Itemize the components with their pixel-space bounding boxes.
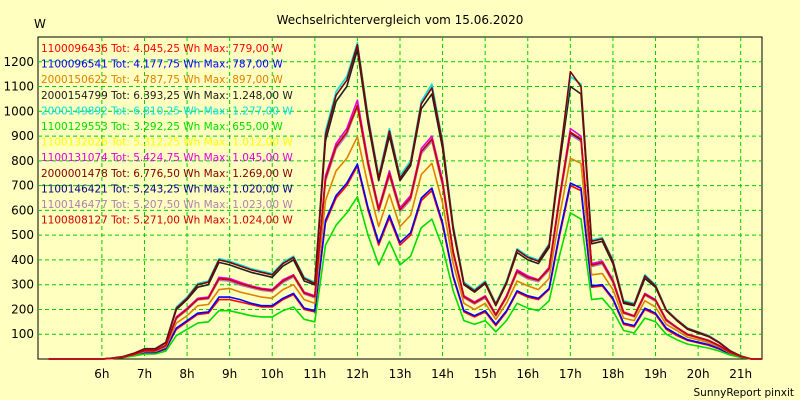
- x-tick-label-13: 19h: [644, 367, 667, 381]
- legend-entry-7: 1100131074 Tot: 5.424,75 Wh Max: 1.045,0…: [41, 152, 293, 164]
- x-tick-label-0: 6h: [94, 367, 109, 381]
- x-tick-label-5: 11h: [303, 367, 326, 381]
- x-tick-label-3: 9h: [222, 367, 237, 381]
- y-tick-label-0: 100: [11, 327, 34, 341]
- x-axis-ticks: 6h 7h 8h 9h 10h 11h 12h 13h 14h 15h 16h 17h 18h 19h 20…: [94, 367, 752, 381]
- y-tick-label-6: 700: [11, 179, 34, 193]
- legend-entry-10: 1100146477 Tot: 5.207,50 Wh Max: 1.023,0…: [41, 199, 293, 211]
- y-tick-label-7: 800: [11, 154, 34, 168]
- legend: 1100096436 Tot: 4.045,25 Wh Max: 779,00 …: [41, 43, 293, 227]
- series-line-11: [48, 104, 762, 360]
- legend-entry-1: 1100096541 Tot: 4.177,75 Wh Max: 787,00 …: [41, 59, 283, 71]
- y-tick-label-11: 1200: [3, 55, 34, 69]
- legend-entry-11: 1100808127 Tot: 5.271,00 Wh Max: 1.024,0…: [41, 215, 293, 227]
- series-line-5: [48, 196, 762, 360]
- legend-entry-0: 1100096436 Tot: 4.045,25 Wh Max: 779,00 …: [41, 43, 283, 55]
- footer-credit: SunnyReport pinxit: [694, 387, 794, 399]
- y-tick-label-1: 200: [11, 302, 34, 316]
- series-line-1: [48, 163, 762, 360]
- x-tick-label-4: 10h: [261, 367, 284, 381]
- x-tick-label-10: 16h: [516, 367, 539, 381]
- grid: [38, 37, 762, 359]
- legend-entry-8: 2000001478 Tot: 6.776,50 Wh Max: 1.269,0…: [41, 168, 293, 180]
- y-tick-label-3: 400: [11, 253, 34, 267]
- series-lines: [48, 41, 762, 360]
- x-tick-label-7: 13h: [389, 367, 412, 381]
- x-tick-label-6: 12h: [346, 367, 369, 381]
- legend-entry-4: 2000149892 Tot: 6.810,25 Wh Max: 1.277,0…: [41, 105, 293, 117]
- legend-entry-2: 2000150622 Tot: 4.787,75 Wh Max: 897,00 …: [41, 74, 283, 86]
- y-tick-label-9: 1000: [3, 104, 34, 118]
- x-tick-label-11: 17h: [559, 367, 582, 381]
- y-tick-label-5: 600: [11, 203, 34, 217]
- y-axis-unit: W: [34, 17, 46, 31]
- y-tick-label-10: 1100: [3, 80, 34, 94]
- legend-entry-3: 2000154799 Tot: 6.393,25 Wh Max: 1.248,0…: [41, 90, 293, 102]
- chart-title: Wechselrichtervergleich vom 15.06.2020: [277, 13, 524, 27]
- y-tick-label-8: 900: [11, 129, 34, 143]
- legend-entry-5: 1100129553 Tot: 3.292,25 Wh Max: 655,00 …: [41, 121, 283, 133]
- x-tick-label-15: 21h: [729, 367, 752, 381]
- x-tick-label-14: 20h: [687, 367, 710, 381]
- x-tick-label-12: 18h: [602, 367, 625, 381]
- x-tick-label-9: 15h: [474, 367, 497, 381]
- x-tick-label-2: 8h: [179, 367, 194, 381]
- series-line-8: [48, 43, 762, 360]
- legend-entry-9: 1100146421 Tot: 5.243,25 Wh Max: 1.020,0…: [41, 183, 293, 195]
- x-tick-label-1: 7h: [137, 367, 152, 381]
- y-tick-label-4: 500: [11, 228, 34, 242]
- legend-entry-6: 1100132026 Tot: 5.312,25 Wh Max: 1.012,0…: [41, 137, 293, 149]
- x-tick-label-8: 14h: [431, 367, 454, 381]
- y-axis-ticks: 100 200 300 400 500 600 700 800 900 1000 1100 1200: [3, 55, 34, 341]
- y-tick-label-2: 300: [11, 278, 34, 292]
